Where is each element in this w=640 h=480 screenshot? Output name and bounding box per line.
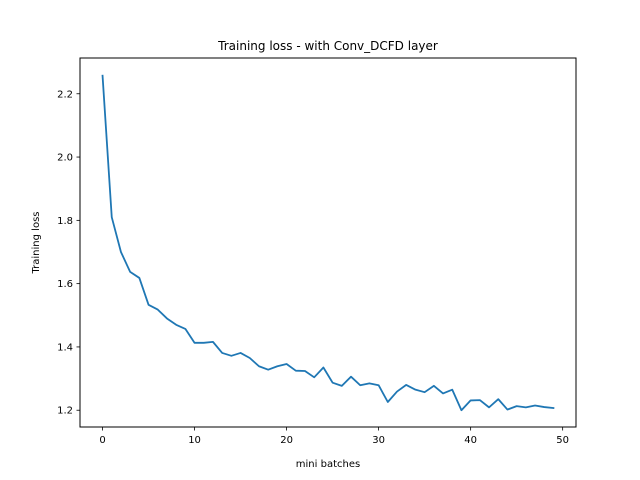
x-tick-label: 40 — [464, 435, 477, 446]
x-tick-label: 10 — [188, 435, 201, 446]
x-tick-label: 30 — [372, 435, 385, 446]
chart-title: Training loss - with Conv_DCFD layer — [217, 39, 438, 53]
axis-ticks: 0 10 20 30 40 50 1.2 1.4 1.6 1.8 2.0 2.2 — [57, 89, 569, 446]
y-tick-label: 1.2 — [57, 406, 73, 417]
x-axis-label: mini batches — [296, 459, 360, 470]
y-tick-label: 1.6 — [57, 279, 73, 290]
y-axis-label: Training loss — [31, 212, 42, 275]
x-tick-label: 50 — [556, 435, 569, 446]
y-tick-label: 2.0 — [57, 153, 73, 164]
y-tick-label: 1.4 — [57, 342, 73, 353]
y-tick-label: 1.8 — [57, 216, 73, 227]
axes-frame — [79, 57, 577, 428]
x-tick-label: 0 — [99, 435, 105, 446]
x-tick-label: 20 — [280, 435, 293, 446]
y-tick-label: 2.2 — [57, 89, 73, 100]
plot-area — [101, 74, 555, 412]
training-loss-line — [101, 74, 555, 412]
